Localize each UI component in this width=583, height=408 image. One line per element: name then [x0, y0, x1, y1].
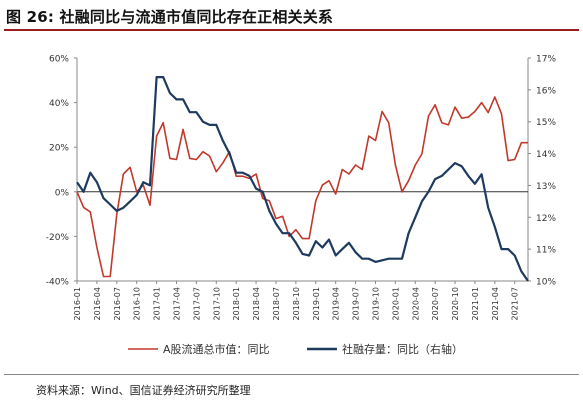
x-tick-label: 2020-07 — [431, 287, 440, 320]
x-tick-label: 2019-01 — [312, 287, 321, 320]
legend-label: A股流通总市值：同比 — [163, 342, 270, 356]
y-right-tick-label: 10% — [536, 278, 556, 288]
x-tick-label: 2018-01 — [232, 287, 241, 320]
source-rule — [4, 374, 579, 375]
x-tick-label: 2017-04 — [172, 287, 181, 320]
x-tick-label: 2017-10 — [212, 287, 221, 320]
legend: A股流通总市值：同比 社融存量：同比（右轴） — [128, 342, 463, 356]
title-rule — [4, 29, 579, 31]
x-tick-label: 2020-10 — [451, 287, 460, 320]
x-tick-label: 2020-01 — [391, 287, 400, 320]
x-tick-label: 2021-07 — [511, 287, 520, 320]
x-tick-label: 2016-01 — [73, 287, 82, 320]
x-tick-label: 2017-01 — [153, 287, 162, 320]
y-left-tick-label: 20% — [49, 144, 69, 154]
series-lines — [76, 75, 529, 282]
y-left-tick-label: -40% — [46, 278, 70, 288]
x-tick-label: 2021-04 — [491, 287, 500, 320]
axes: 60% 40% 20% 0% -20% -40% 17% 16% 15% 14% 13% 12% 11%… — [46, 55, 557, 321]
y-right-tick-label: 11% — [536, 246, 556, 256]
x-tick-label: 2016-04 — [93, 287, 102, 320]
figure-title: 图 26: 社融同比与流通市值同比存在正相关关系 — [6, 8, 334, 26]
legend-label: 社融存量：同比（右轴） — [342, 342, 463, 356]
x-tick-label: 2019-04 — [332, 287, 341, 320]
series-line-social-financing — [76, 75, 529, 282]
y-right-tick-label: 16% — [536, 86, 556, 96]
series-line-market-cap — [76, 96, 528, 278]
x-tick-label: 2019-10 — [371, 287, 380, 320]
x-tick-label: 2020-04 — [411, 287, 420, 320]
source-note: 资料来源：Wind、国信证券经济研究所整理 — [36, 384, 251, 397]
y-right-tick-label: 15% — [536, 118, 556, 128]
y-left-tick-label: 40% — [49, 99, 69, 109]
x-tick-label: 2018-04 — [252, 287, 261, 320]
y-right-tick-label: 13% — [536, 182, 556, 192]
x-tick-label: 2017-07 — [192, 287, 201, 320]
x-tick-label: 2016-10 — [133, 287, 142, 320]
x-tick-label: 2019-07 — [352, 287, 361, 320]
line-chart: 60% 40% 20% 0% -20% -40% 17% 16% 15% 14% 13% 12% 11%… — [46, 55, 557, 357]
y-right-tick-label: 14% — [536, 150, 556, 160]
x-tick-label: 2018-10 — [292, 287, 301, 320]
y-left-tick-label: 60% — [49, 55, 69, 65]
y-left-tick-label: -20% — [46, 233, 70, 243]
y-left-tick-label: 0% — [55, 188, 70, 198]
x-tick-label: 2016-07 — [113, 287, 122, 320]
y-right-tick-label: 12% — [536, 214, 556, 224]
y-right-tick-label: 17% — [536, 55, 556, 65]
x-tick-label: 2018-07 — [272, 287, 281, 320]
x-tick-label: 2021-01 — [471, 287, 480, 320]
